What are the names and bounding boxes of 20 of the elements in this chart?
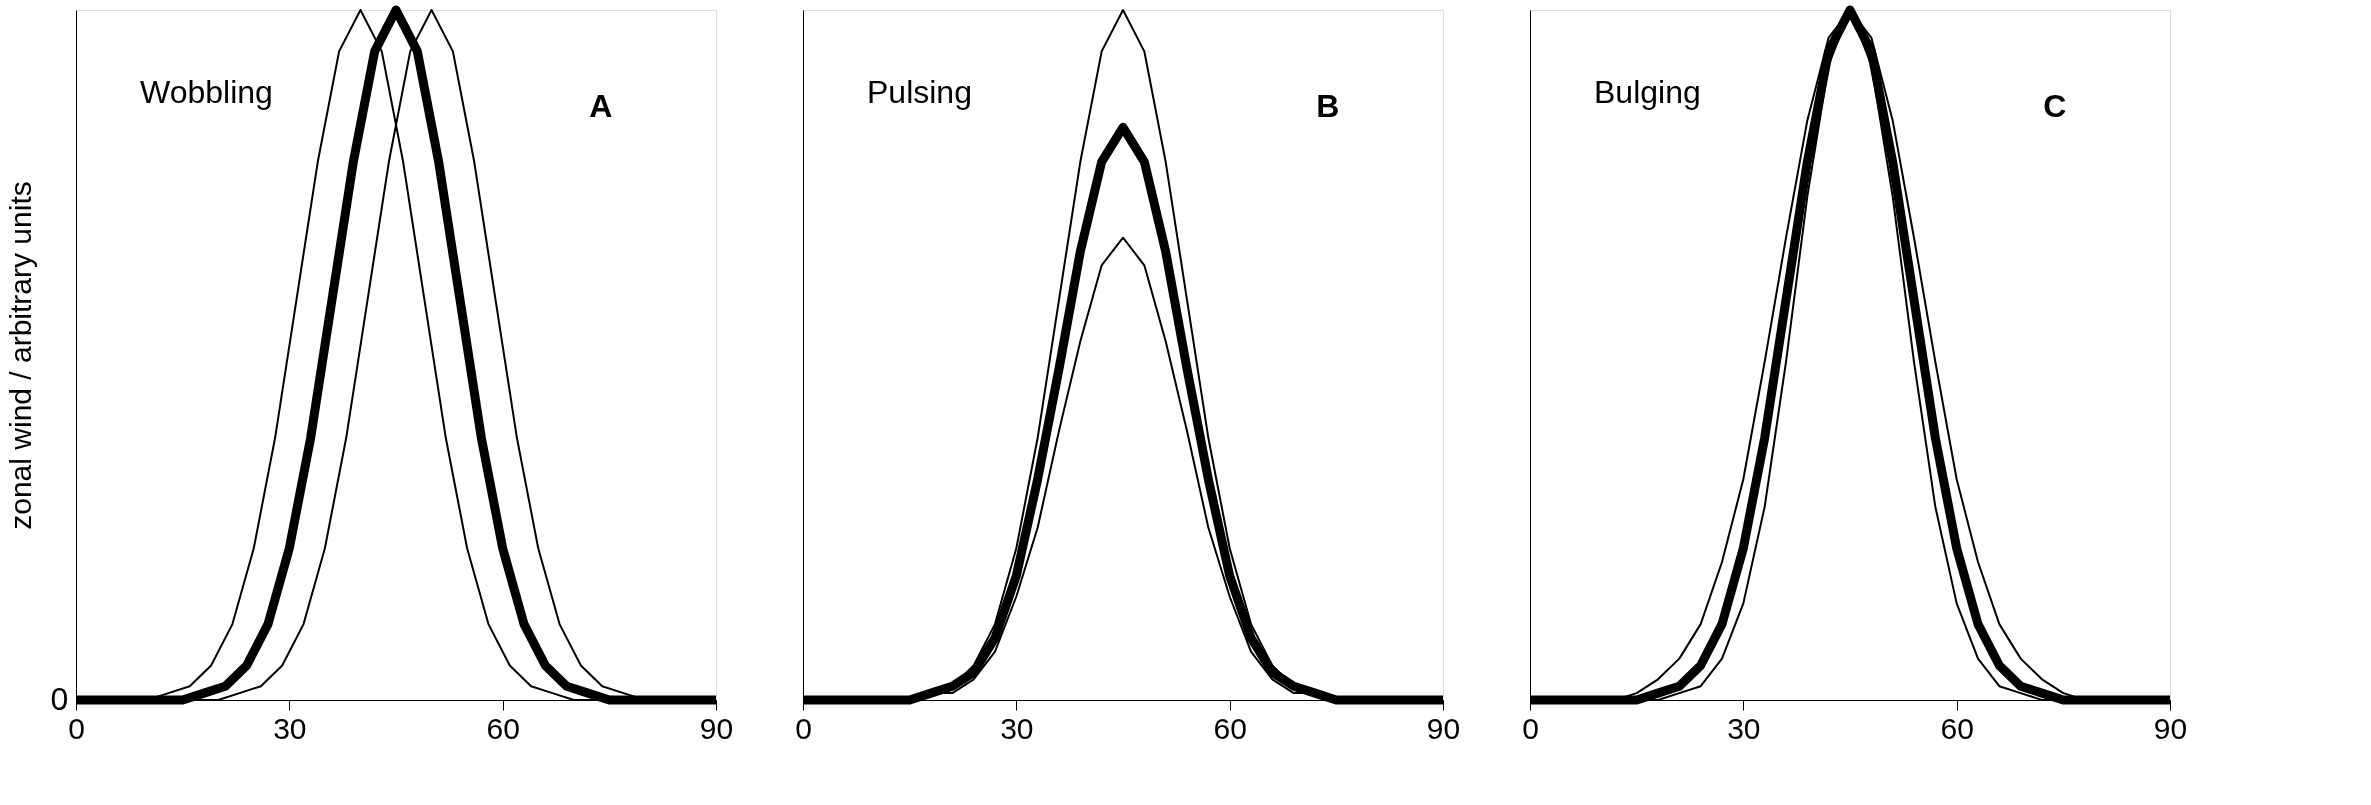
x-tick-label: 60 (1213, 711, 1247, 745)
x-tick-label: 30 (1727, 711, 1761, 745)
x-tick-label: 60 (1940, 711, 1974, 745)
x-tick-label: 0 (1522, 711, 1539, 745)
y-axis-title: zonal wind / arbitrary units (3, 181, 37, 530)
x-tick-label: 90 (1426, 711, 1461, 745)
x-tick-label: 0 (795, 711, 812, 745)
x-tick-label: 0 (68, 711, 85, 745)
text: 0 (50, 681, 69, 717)
annotation: A (589, 87, 613, 124)
x-tick-label: 60 (486, 711, 520, 745)
annotation: C (2043, 87, 2067, 124)
annotation: Bulging (1594, 73, 1701, 110)
annotation: Pulsing (867, 73, 972, 110)
x-tick-label: 90 (699, 711, 734, 745)
x-tick-label: 90 (2153, 711, 2188, 745)
annotation: B (1316, 87, 1340, 124)
x-tick-label: 30 (273, 711, 307, 745)
x-tick-label: 30 (1000, 711, 1034, 745)
annotation: Wobbling (140, 73, 273, 110)
